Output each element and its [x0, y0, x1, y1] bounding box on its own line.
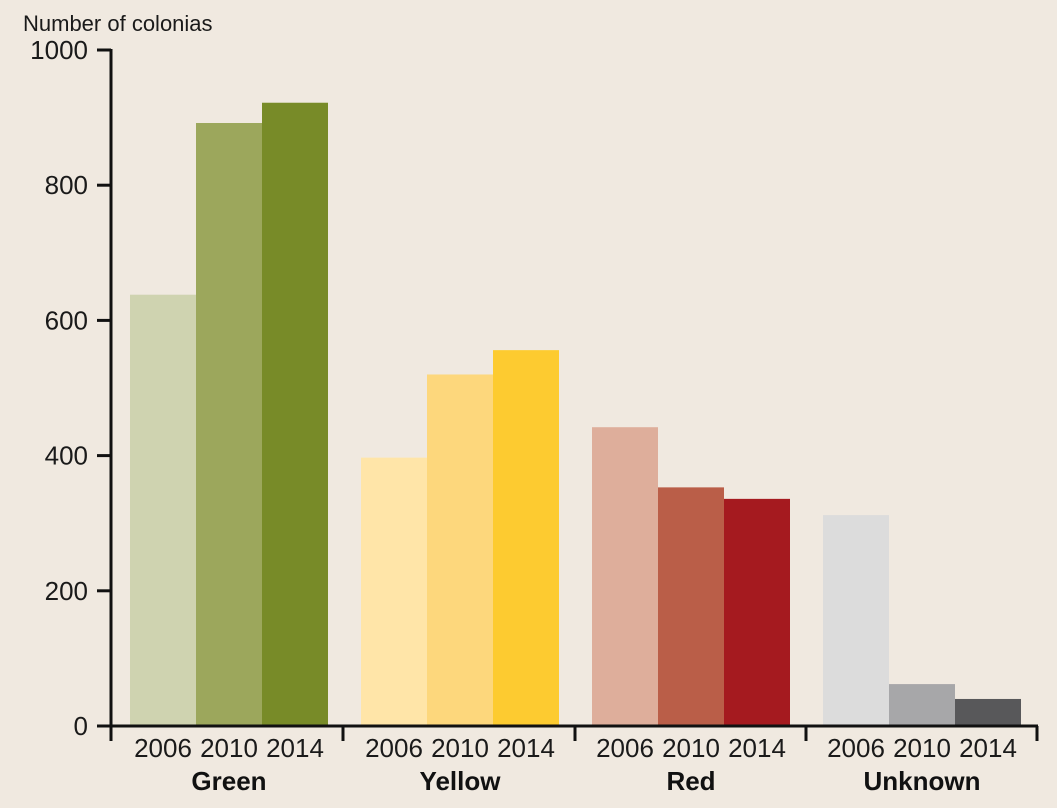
x-tick-label: 2006: [134, 733, 192, 763]
bar-unknown-2006: [823, 515, 889, 726]
x-tick-label: 2014: [728, 733, 786, 763]
y-tick-label: 800: [45, 170, 88, 200]
group-label-unknown: Unknown: [864, 766, 981, 796]
x-tick-label: 2010: [200, 733, 258, 763]
bar-green-2014: [262, 102, 328, 726]
bar-green-2006: [130, 294, 196, 726]
y-tick-label: 0: [74, 711, 88, 741]
axes-layer: [97, 48, 1039, 741]
x-tick-label: 2010: [893, 733, 951, 763]
x-tick-label: 2010: [431, 733, 489, 763]
x-tick-label: 2006: [596, 733, 654, 763]
bar-red-2014: [724, 498, 790, 726]
y-tick-label: 600: [45, 305, 88, 335]
y-tick-label: 1000: [30, 35, 88, 65]
x-tick-label: 2006: [827, 733, 885, 763]
bars-layer: [130, 102, 1021, 727]
x-tick-label: 2014: [497, 733, 555, 763]
bar-green-2010: [196, 123, 262, 727]
x-tick-label: 2014: [959, 733, 1017, 763]
group-label-yellow: Yellow: [420, 766, 502, 796]
y-tick-label: 200: [45, 576, 88, 606]
group-label-green: Green: [191, 766, 266, 796]
bar-unknown-2010: [889, 684, 955, 726]
group-label-red: Red: [666, 766, 715, 796]
bar-red-2010: [658, 487, 724, 726]
y-axis-title: Number of colonias: [23, 11, 213, 36]
x-tick-label: 2014: [266, 733, 324, 763]
bar-yellow-2014: [493, 350, 559, 726]
bar-unknown-2014: [955, 698, 1021, 726]
x-tick-label: 2010: [662, 733, 720, 763]
bar-red-2006: [592, 427, 658, 726]
bar-yellow-2010: [427, 374, 493, 726]
y-tick-label: 400: [45, 441, 88, 471]
bar-yellow-2006: [361, 457, 427, 726]
x-tick-label: 2006: [365, 733, 423, 763]
